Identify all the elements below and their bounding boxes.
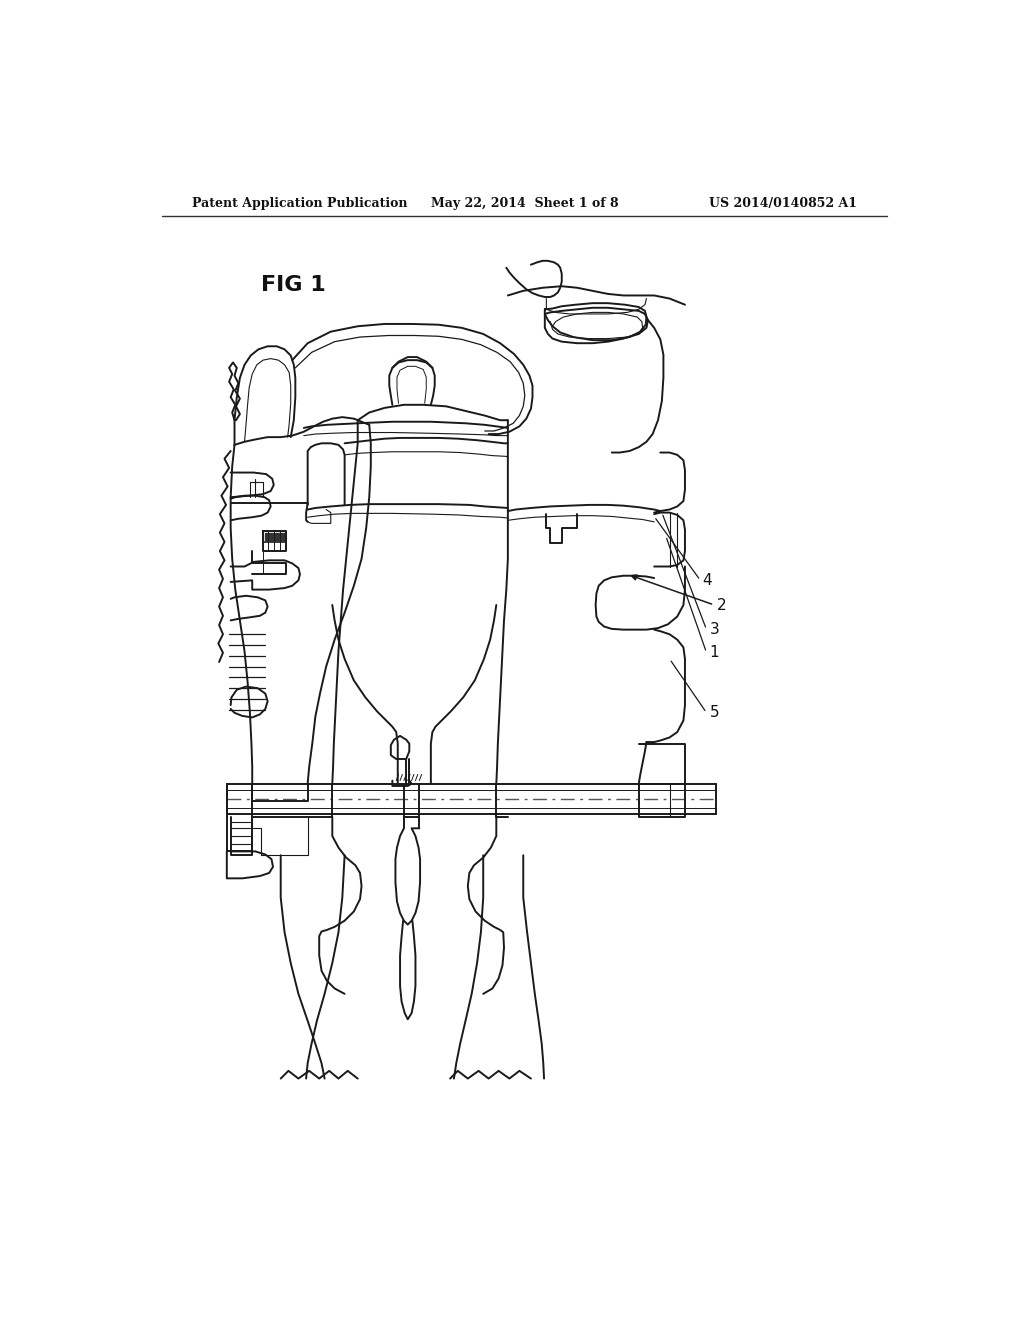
Text: May 22, 2014  Sheet 1 of 8: May 22, 2014 Sheet 1 of 8	[431, 197, 618, 210]
Text: 2: 2	[717, 598, 727, 612]
Text: 3: 3	[710, 622, 719, 638]
Text: US 2014/0140852 A1: US 2014/0140852 A1	[710, 197, 857, 210]
Text: FIG 1: FIG 1	[261, 276, 327, 296]
Text: 5: 5	[710, 705, 719, 721]
Text: 4: 4	[701, 573, 712, 587]
Text: Patent Application Publication: Patent Application Publication	[193, 197, 408, 210]
Polygon shape	[264, 533, 285, 540]
Text: 1: 1	[710, 645, 719, 660]
